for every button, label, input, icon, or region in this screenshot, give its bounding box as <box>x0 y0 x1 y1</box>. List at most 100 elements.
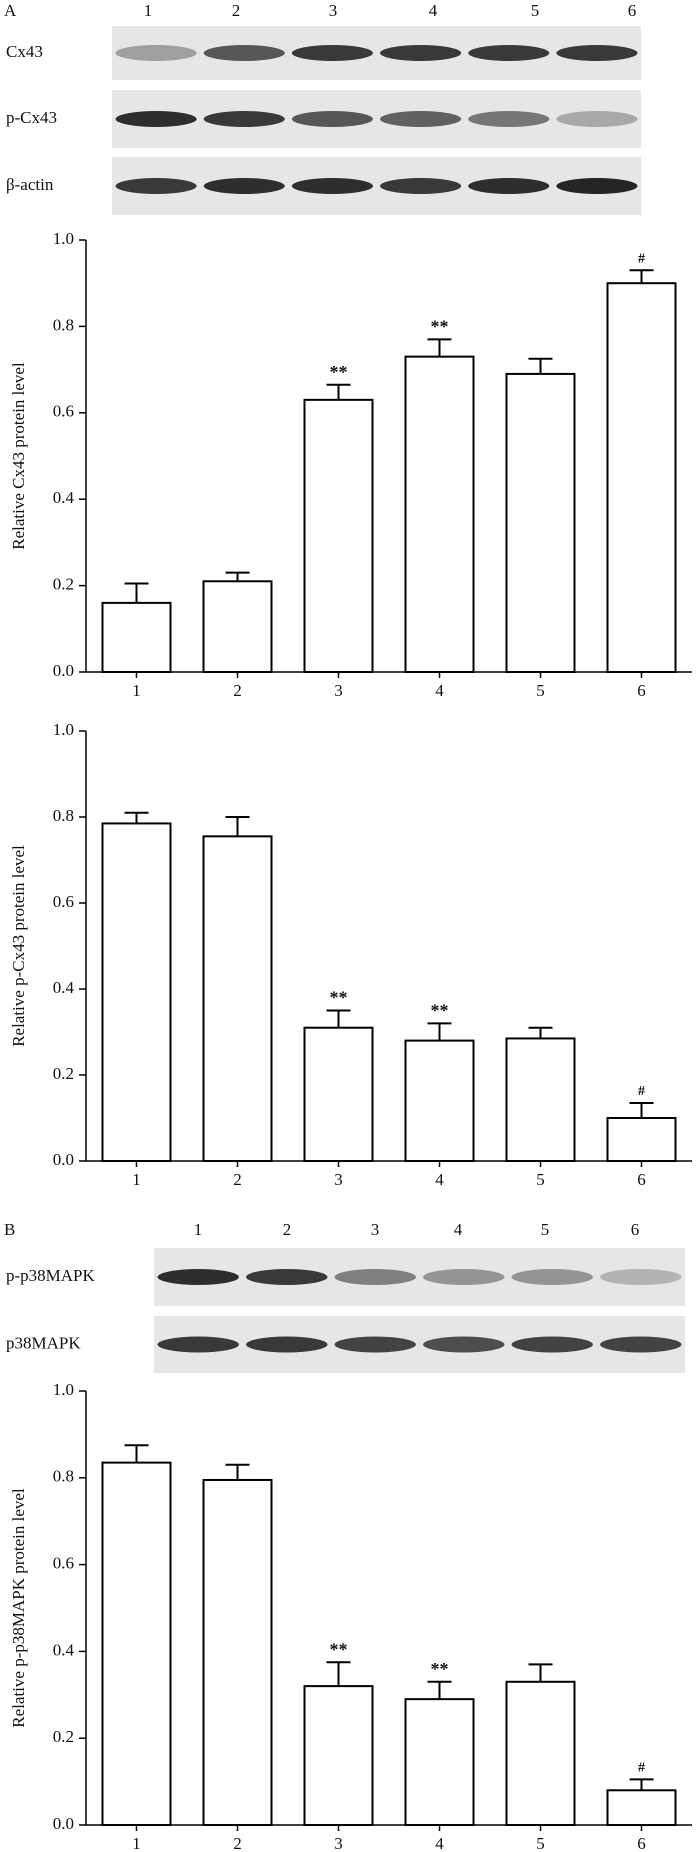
blot-band <box>246 1269 328 1285</box>
bar <box>202 1478 273 1826</box>
y-tick-label: 1.0 <box>53 1380 74 1399</box>
lane-label: 5 <box>541 1220 550 1239</box>
x-tick-label: 4 <box>435 1834 444 1852</box>
error-bar <box>326 1009 351 1028</box>
bar <box>606 282 677 673</box>
bar <box>101 601 172 674</box>
blot-band <box>380 45 462 61</box>
lane-label: 6 <box>631 1220 640 1239</box>
y-tick-label: 0.2 <box>53 1727 74 1746</box>
error-bar <box>326 383 351 400</box>
blot-band <box>291 111 373 127</box>
error-bar <box>427 338 452 357</box>
blot-band <box>334 1269 416 1285</box>
blot-band <box>556 111 638 127</box>
lane-label: 5 <box>531 1 540 20</box>
error-bar <box>225 816 250 837</box>
bar <box>202 835 273 1162</box>
blot-row-label: p-Cx43 <box>6 108 57 127</box>
blot-band <box>291 178 373 194</box>
bar <box>303 398 374 673</box>
x-tick-label: 4 <box>435 1170 444 1189</box>
y-axis-label: Relative Cx43 protein level <box>9 362 28 550</box>
x-tick-label: 2 <box>233 681 242 700</box>
bar <box>505 1037 576 1162</box>
blot-band <box>556 45 638 61</box>
error-bar <box>427 1680 452 1700</box>
bar <box>101 822 172 1162</box>
error-bar <box>528 1663 553 1682</box>
panel-label: A <box>4 1 17 20</box>
blot-band <box>203 178 285 194</box>
blot-band <box>423 1269 505 1285</box>
blot-band <box>334 1336 416 1353</box>
blot-background <box>112 90 641 148</box>
x-tick-label: 1 <box>132 681 141 700</box>
significance-mark: ** <box>330 1639 348 1659</box>
blot-band <box>157 1336 239 1353</box>
x-tick-label: 6 <box>637 1834 646 1852</box>
lane-label: 4 <box>454 1220 463 1239</box>
blot-row-label: Cx43 <box>6 42 43 61</box>
blot-band <box>600 1336 682 1353</box>
blot-background <box>154 1316 685 1373</box>
lane-label: 1 <box>144 1 153 20</box>
bar <box>505 1680 576 1827</box>
lane-label: 2 <box>283 1220 292 1239</box>
blot-row-label: β-actin <box>6 175 54 194</box>
error-bar <box>427 1022 452 1041</box>
blot-band <box>115 111 197 127</box>
error-bar <box>225 571 250 582</box>
y-tick-label: 0.8 <box>53 1467 74 1486</box>
significance-mark: # <box>638 1761 645 1776</box>
y-tick-label: 0.6 <box>53 402 74 421</box>
x-tick-label: 5 <box>536 681 545 700</box>
y-tick-label: 0.8 <box>53 806 74 825</box>
lane-label: 4 <box>429 1 438 20</box>
error-bar <box>528 1026 553 1039</box>
x-tick-label: 5 <box>536 1834 545 1852</box>
significance-mark: ** <box>330 988 348 1008</box>
error-bar <box>124 582 149 603</box>
error-bar <box>629 269 654 284</box>
blot-band <box>468 45 550 61</box>
blot-band <box>556 178 638 194</box>
y-tick-label: 0.6 <box>53 1554 74 1573</box>
bar <box>101 1461 172 1826</box>
y-tick-label: 1.0 <box>53 720 74 739</box>
significance-mark: ** <box>431 316 449 336</box>
panel-label: B <box>4 1220 15 1239</box>
y-tick-label: 0.6 <box>53 892 74 911</box>
blot-band <box>115 45 197 61</box>
bar <box>404 355 475 673</box>
blot-band <box>511 1336 593 1353</box>
error-bar <box>629 1778 654 1791</box>
blot-band <box>203 111 285 127</box>
x-tick-label: 2 <box>233 1834 242 1852</box>
blot-band <box>380 178 462 194</box>
significance-mark: ** <box>431 1659 449 1679</box>
y-tick-label: 0.4 <box>53 1640 75 1659</box>
y-tick-label: 0.4 <box>53 488 75 507</box>
blot-band <box>115 178 197 194</box>
error-bar <box>528 357 553 374</box>
x-tick-label: 6 <box>637 681 646 700</box>
y-tick-label: 0.4 <box>53 978 75 997</box>
blot-background <box>112 157 641 215</box>
blot-band <box>423 1336 505 1353</box>
blot-band <box>468 178 550 194</box>
blot-band <box>157 1269 239 1285</box>
significance-mark: # <box>638 251 645 266</box>
lane-label: 3 <box>371 1220 380 1239</box>
x-tick-label: 1 <box>132 1834 141 1852</box>
significance-mark: ** <box>431 1001 449 1021</box>
x-tick-label: 3 <box>334 1170 343 1189</box>
x-tick-label: 6 <box>637 1170 646 1189</box>
blot-background <box>154 1248 685 1306</box>
y-tick-label: 0.0 <box>53 661 74 680</box>
y-tick-label: 0.2 <box>53 575 74 594</box>
significance-mark: # <box>638 1084 645 1099</box>
blot-band <box>600 1269 682 1285</box>
blot-background <box>112 26 641 80</box>
blot-band <box>291 45 373 61</box>
